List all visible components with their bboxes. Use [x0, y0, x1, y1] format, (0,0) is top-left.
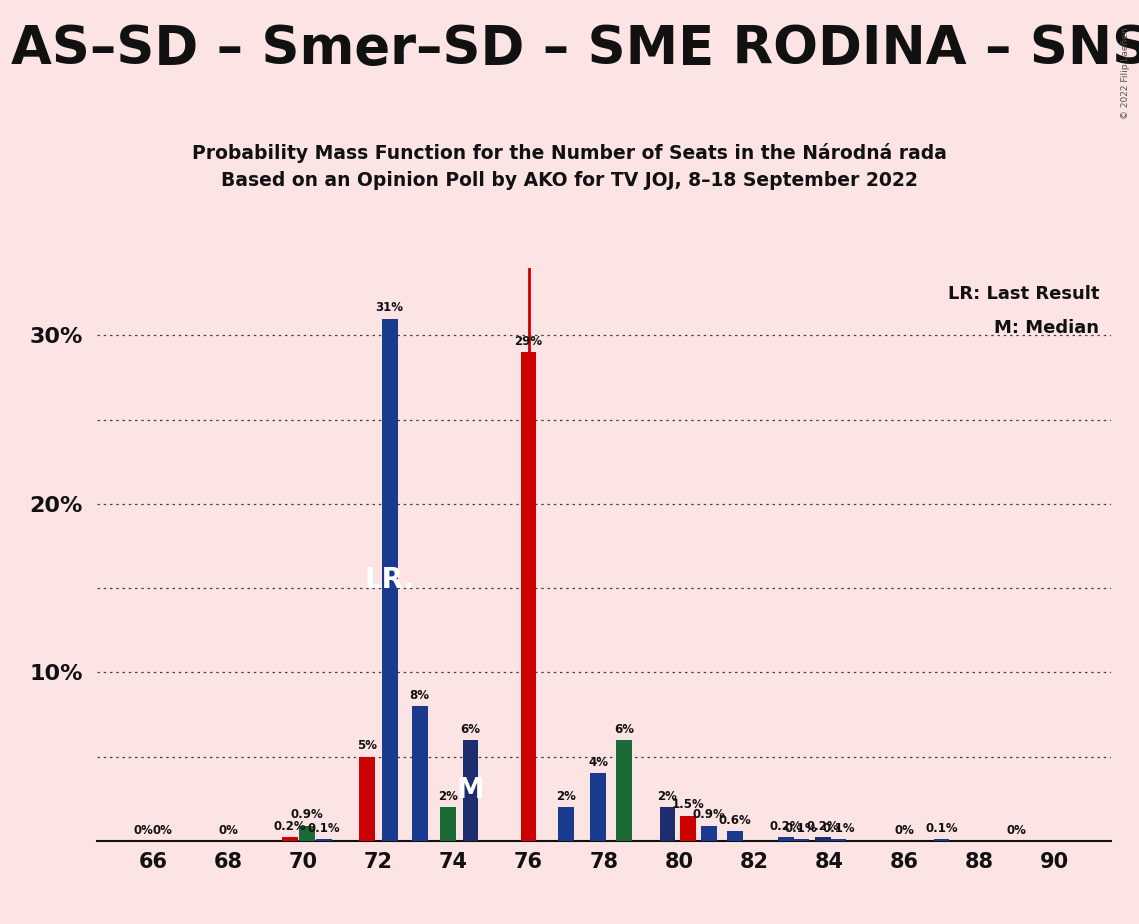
Bar [700, 826, 716, 841]
Text: 2%: 2% [556, 790, 576, 803]
Text: LR: Last Result: LR: Last Result [948, 285, 1099, 303]
Text: 0.9%: 0.9% [290, 808, 323, 821]
Text: M: M [457, 776, 484, 804]
Bar [521, 352, 536, 841]
Bar [680, 816, 696, 841]
Bar [778, 837, 794, 841]
Bar [659, 808, 675, 841]
Text: 0%: 0% [153, 823, 172, 836]
Bar [317, 839, 331, 841]
Text: 0.2%: 0.2% [808, 821, 839, 833]
Text: 31%: 31% [376, 301, 403, 314]
Text: 0.1%: 0.1% [925, 822, 958, 835]
Text: 6%: 6% [460, 723, 481, 736]
Text: 0.1%: 0.1% [785, 822, 817, 835]
Text: 0.2%: 0.2% [770, 821, 802, 833]
Bar [793, 839, 809, 841]
Text: 1.5%: 1.5% [672, 798, 705, 811]
Text: 2%: 2% [437, 790, 458, 803]
Text: 0.9%: 0.9% [693, 808, 726, 821]
Text: 0%: 0% [894, 823, 913, 836]
Text: 5%: 5% [358, 739, 377, 752]
Bar [412, 706, 427, 841]
Bar [934, 839, 950, 841]
Text: 0%: 0% [219, 823, 238, 836]
Text: 0.6%: 0.6% [719, 813, 752, 826]
Text: Probability Mass Function for the Number of Seats in the Národná rada: Probability Mass Function for the Number… [192, 143, 947, 164]
Bar [727, 831, 743, 841]
Bar [616, 740, 632, 841]
Bar [830, 839, 846, 841]
Bar [462, 740, 478, 841]
Text: 6%: 6% [614, 723, 634, 736]
Text: 0%: 0% [1007, 823, 1026, 836]
Text: LR.: LR. [364, 565, 415, 594]
Text: M: Median: M: Median [994, 319, 1099, 336]
Text: 0%: 0% [133, 823, 154, 836]
Bar [558, 808, 574, 841]
Text: 0.1%: 0.1% [822, 822, 854, 835]
Bar [359, 757, 375, 841]
Text: 4%: 4% [588, 756, 608, 769]
Bar [282, 837, 298, 841]
Bar [300, 826, 316, 841]
Text: 0.1%: 0.1% [308, 822, 341, 835]
Bar [382, 319, 398, 841]
Text: AS–SD – Smer–SD – SME RODINA – SNS – Kotleba–ĽS: AS–SD – Smer–SD – SME RODINA – SNS – Kot… [11, 23, 1139, 75]
Text: © 2022 Filip Laeňen: © 2022 Filip Laeňen [1121, 28, 1130, 119]
Bar [816, 837, 831, 841]
Text: 0.2%: 0.2% [273, 821, 306, 833]
Text: Based on an Opinion Poll by AKO for TV JOJ, 8–18 September 2022: Based on an Opinion Poll by AKO for TV J… [221, 171, 918, 190]
Text: 29%: 29% [515, 335, 542, 348]
Text: 8%: 8% [410, 688, 429, 702]
Bar [440, 808, 456, 841]
Bar [590, 773, 606, 841]
Text: 2%: 2% [657, 790, 678, 803]
